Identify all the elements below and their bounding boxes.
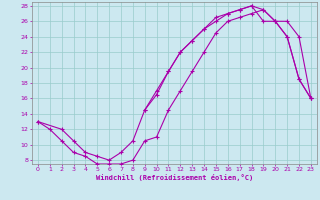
X-axis label: Windchill (Refroidissement éolien,°C): Windchill (Refroidissement éolien,°C) <box>96 174 253 181</box>
